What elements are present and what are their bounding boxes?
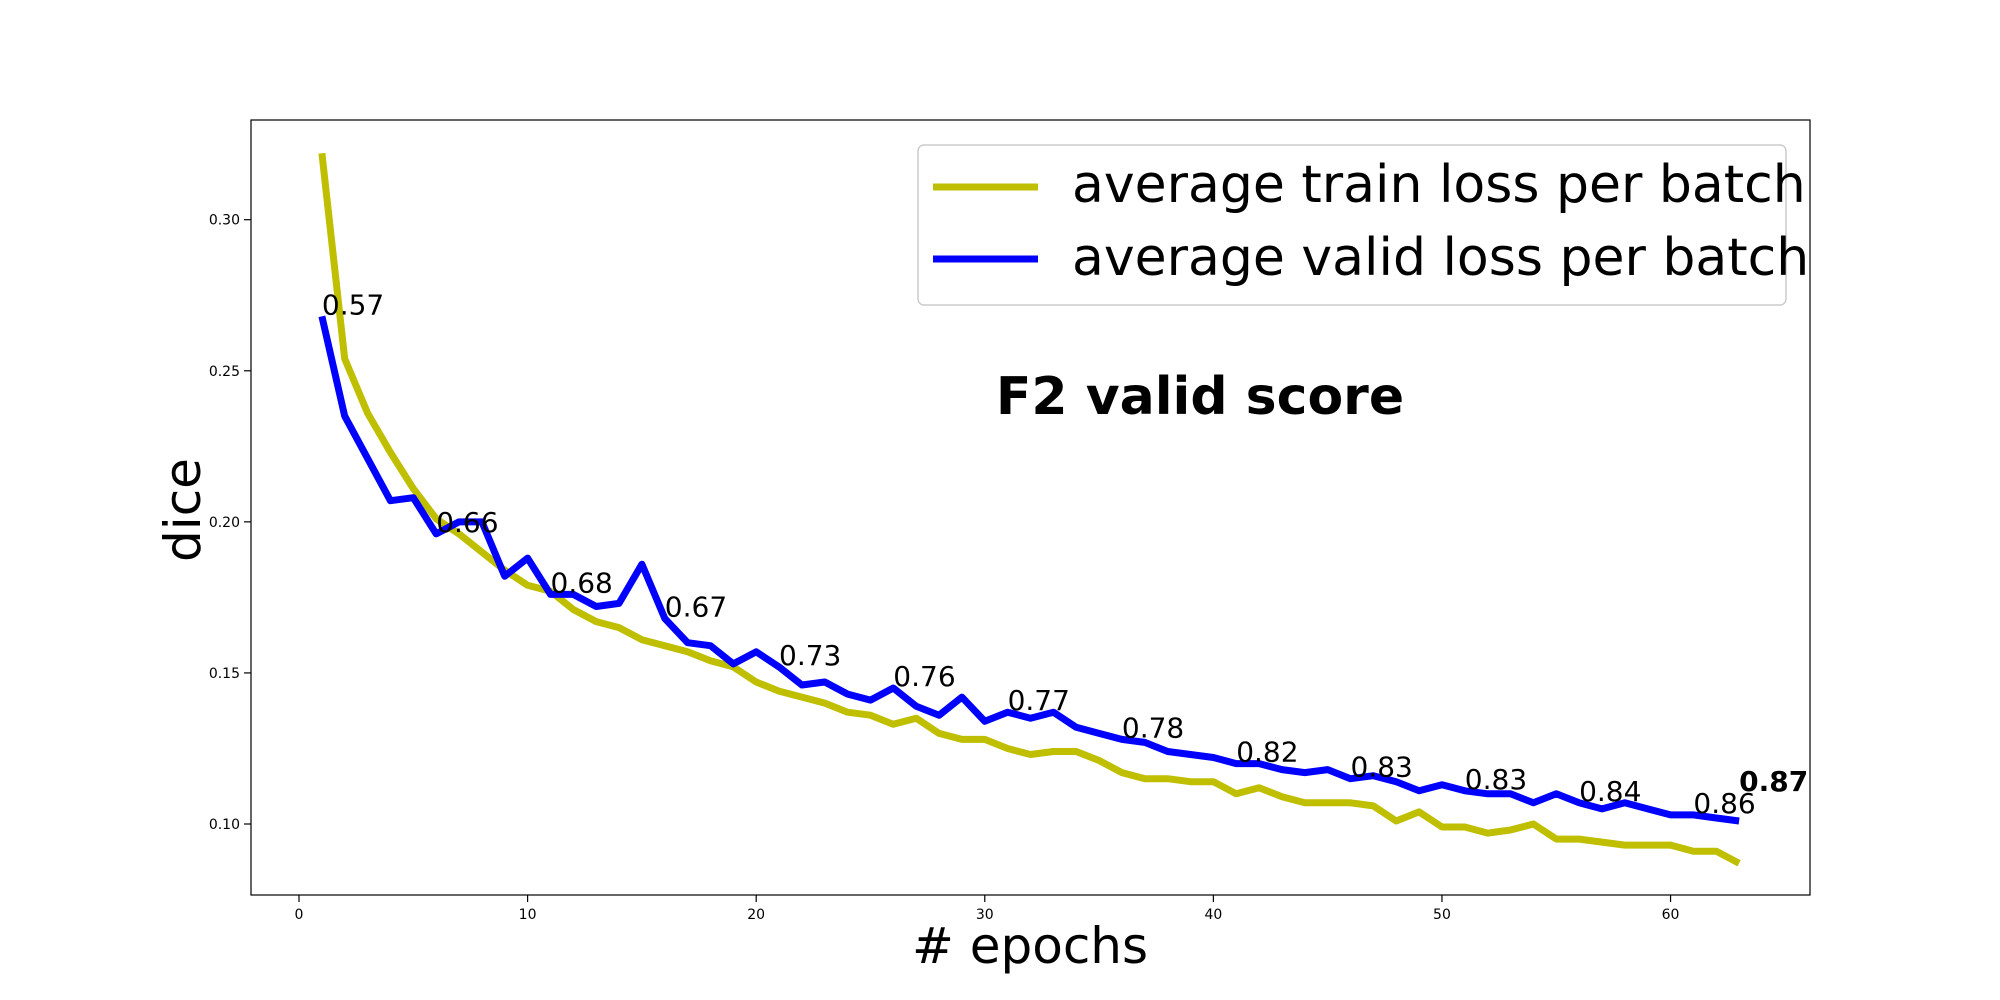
score-label: 0.87 bbox=[1739, 765, 1808, 798]
x-tick-label: 10 bbox=[519, 907, 537, 923]
score-labels: 0.57 0.66 0.68 0.67 0.73 0.76 0.77 0.78 0.82 0.83… bbox=[322, 288, 1808, 820]
y-tick-label: 0.20 bbox=[209, 515, 240, 531]
score-label: 0.57 bbox=[322, 288, 384, 321]
x-axis-label: # epochs bbox=[912, 917, 1148, 975]
score-label: 0.83 bbox=[1351, 751, 1413, 784]
x-tick-label: 50 bbox=[1433, 907, 1451, 923]
y-axis-ticks: 0.10 0.15 0.20 0.25 0.30 bbox=[209, 213, 251, 833]
x-tick-label: 0 bbox=[295, 907, 304, 923]
score-label: 0.83 bbox=[1465, 763, 1527, 796]
legend-label-valid: average valid loss per batch bbox=[1072, 228, 1809, 288]
score-label: 0.82 bbox=[1236, 736, 1298, 769]
y-tick-label: 0.10 bbox=[209, 817, 240, 833]
x-axis-ticks: 0 10 20 30 40 50 60 bbox=[295, 895, 1680, 923]
plot-frame bbox=[250, 119, 1811, 896]
score-label: 0.77 bbox=[1008, 684, 1070, 717]
y-tick-label: 0.25 bbox=[209, 364, 240, 380]
score-label: 0.67 bbox=[665, 591, 727, 624]
x-tick-label: 60 bbox=[1662, 907, 1680, 923]
y-tick-label: 0.15 bbox=[209, 666, 240, 682]
plot-lines bbox=[318, 152, 1741, 867]
annotation-title: F2 valid score bbox=[996, 367, 1404, 427]
legend: average train loss per batch average val… bbox=[917, 144, 1809, 306]
score-label: 0.76 bbox=[893, 660, 955, 693]
series-line-valid bbox=[318, 315, 1740, 825]
x-tick-label: 40 bbox=[1204, 907, 1222, 923]
score-label: 0.84 bbox=[1579, 775, 1641, 808]
y-tick-label: 0.30 bbox=[209, 213, 240, 229]
legend-label-train: average train loss per batch bbox=[1072, 155, 1806, 215]
score-label: 0.86 bbox=[1693, 787, 1755, 820]
score-label: 0.78 bbox=[1122, 711, 1184, 744]
x-tick-label: 30 bbox=[976, 907, 994, 923]
score-label: 0.66 bbox=[436, 506, 498, 539]
y-axis-label: dice bbox=[154, 458, 212, 562]
score-label: 0.68 bbox=[551, 566, 613, 599]
score-label: 0.73 bbox=[779, 639, 841, 672]
legend-box bbox=[917, 144, 1787, 306]
x-tick-label: 20 bbox=[747, 907, 765, 923]
